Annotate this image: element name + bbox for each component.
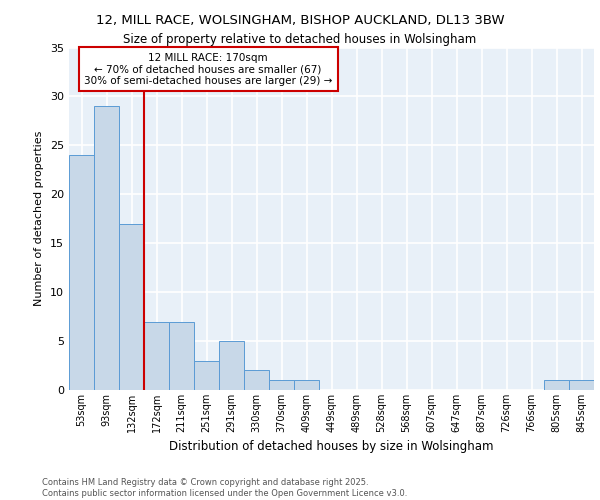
X-axis label: Distribution of detached houses by size in Wolsingham: Distribution of detached houses by size … — [169, 440, 494, 454]
Text: Contains HM Land Registry data © Crown copyright and database right 2025.
Contai: Contains HM Land Registry data © Crown c… — [42, 478, 407, 498]
Bar — [194, 360, 219, 390]
Text: 12, MILL RACE, WOLSINGHAM, BISHOP AUCKLAND, DL13 3BW: 12, MILL RACE, WOLSINGHAM, BISHOP AUCKLA… — [95, 14, 505, 27]
Text: 12 MILL RACE: 170sqm
← 70% of detached houses are smaller (67)
30% of semi-detac: 12 MILL RACE: 170sqm ← 70% of detached h… — [84, 52, 332, 86]
Bar — [569, 380, 594, 390]
Bar — [119, 224, 144, 390]
Bar — [69, 155, 94, 390]
Bar — [294, 380, 319, 390]
Bar — [144, 322, 169, 390]
Bar — [244, 370, 269, 390]
Bar — [544, 380, 569, 390]
Y-axis label: Number of detached properties: Number of detached properties — [34, 131, 44, 306]
Bar — [219, 341, 244, 390]
Text: Size of property relative to detached houses in Wolsingham: Size of property relative to detached ho… — [124, 32, 476, 46]
Bar — [94, 106, 119, 390]
Bar — [169, 322, 194, 390]
Bar — [269, 380, 294, 390]
